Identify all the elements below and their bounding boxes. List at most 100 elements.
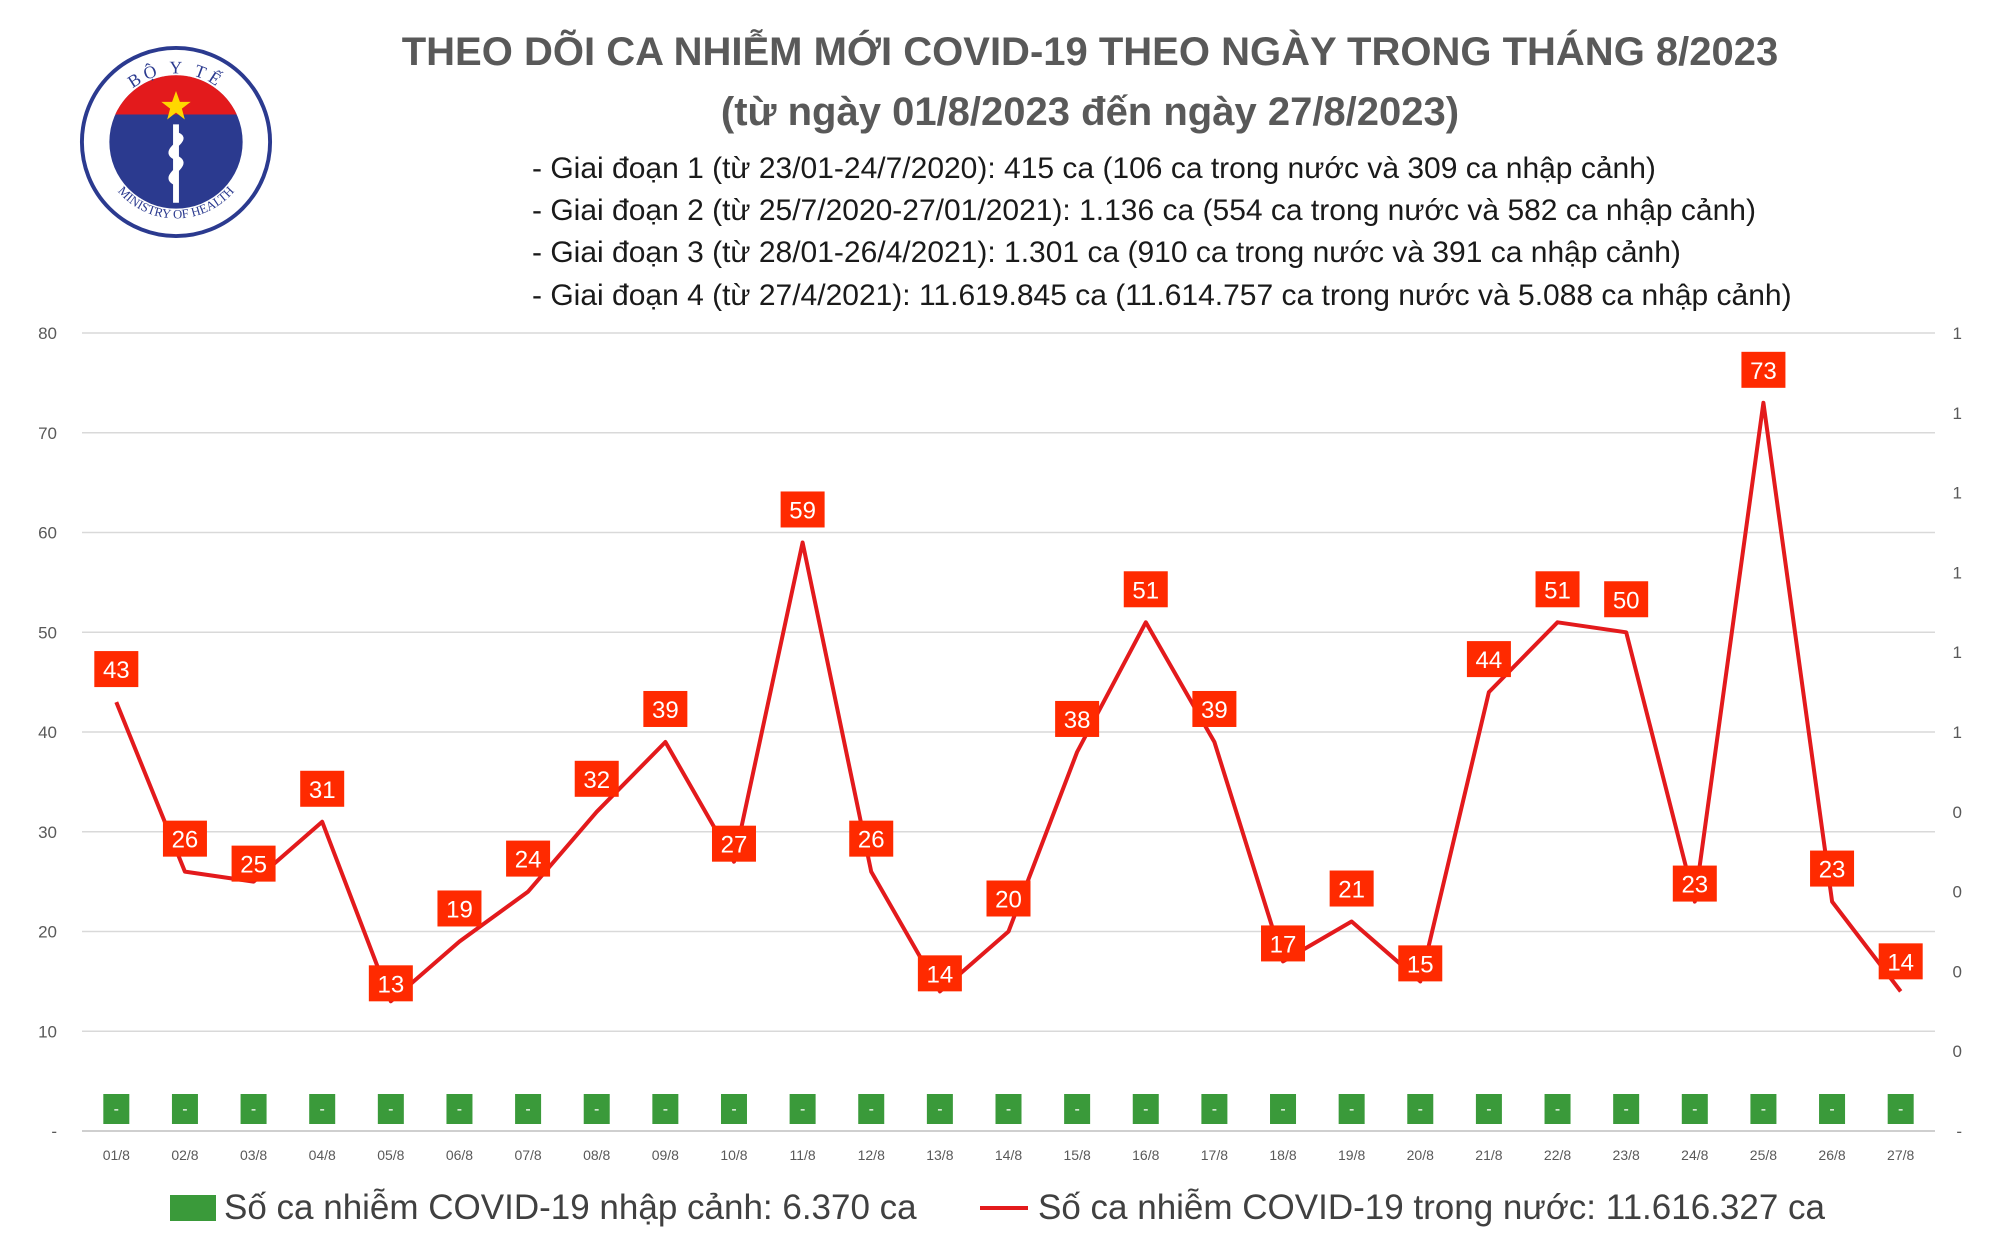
legend-domestic-label: Số ca nhiễm COVID-19 trong nước: 11.616.… <box>1038 1188 1825 1227</box>
bar-imported <box>1064 1094 1091 1124</box>
ministry-of-health-logo: BỘ Y TẾ MINISTRY OF HEALTH <box>79 45 273 239</box>
data-label: 26 <box>172 827 199 854</box>
bar-imported <box>103 1094 130 1124</box>
y2-tick-label: 1 <box>1953 643 1962 662</box>
data-label: 26 <box>858 827 885 854</box>
data-label: 23 <box>1819 857 1846 884</box>
bar-imported <box>1750 1094 1777 1124</box>
data-label: 50 <box>1613 587 1640 614</box>
data-label-box <box>711 825 756 862</box>
data-label-box <box>1466 641 1511 678</box>
data-label-box <box>1535 571 1580 608</box>
x-tick-label: 09/8 <box>652 1147 679 1163</box>
stage-note-1: - Giai đoạn 1 (từ 23/01-24/7/2020): 415 … <box>532 152 1656 185</box>
data-label-box <box>1672 865 1717 902</box>
data-label: 44 <box>1476 647 1503 674</box>
data-label: 43 <box>103 657 130 684</box>
bar-value-label: - <box>457 1101 462 1118</box>
y-tick-label: 60 <box>38 524 57 543</box>
bar-value-label: - <box>1143 1101 1148 1118</box>
y-tick-label: 20 <box>38 923 57 942</box>
data-label: 51 <box>1132 577 1159 604</box>
data-label-box <box>1261 925 1306 962</box>
x-tick-label: 23/8 <box>1613 1147 1640 1163</box>
x-tick-label: 16/8 <box>1132 1147 1159 1163</box>
data-label-box <box>506 840 551 877</box>
data-label: 23 <box>1681 872 1708 899</box>
x-tick-label: 14/8 <box>995 1147 1022 1163</box>
bar-value-label: - <box>1761 1101 1766 1118</box>
legend-imported-label: Số ca nhiễm COVID-19 nhập cảnh: 6.370 ca <box>224 1188 917 1227</box>
bar-imported <box>583 1094 610 1124</box>
data-label: 39 <box>652 697 679 724</box>
data-label-box <box>1741 351 1786 388</box>
x-tick-label: 03/8 <box>240 1147 267 1163</box>
y2-tick-label: 1 <box>1953 484 1962 503</box>
bar-imported <box>1201 1094 1228 1124</box>
bar-imported <box>1613 1094 1640 1124</box>
stage-note-4: - Giai đoạn 4 (từ 27/4/2021): 11.619.845… <box>532 279 1792 312</box>
y2-tick-label: 1 <box>1953 404 1962 423</box>
data-label: 25 <box>240 852 267 879</box>
data-label: 14 <box>927 961 954 988</box>
bar-value-label: - <box>1486 1101 1491 1118</box>
bar-value-label: - <box>1212 1101 1217 1118</box>
y2-tick-label: 1 <box>1953 324 1962 343</box>
data-label-box <box>162 820 207 857</box>
data-label: 27 <box>721 832 748 859</box>
bar-value-label: - <box>663 1101 668 1118</box>
bar-value-label: - <box>320 1101 325 1118</box>
data-label-box <box>94 651 139 688</box>
data-label: 59 <box>789 497 816 524</box>
data-label: 31 <box>309 777 336 804</box>
data-label: 73 <box>1750 358 1777 385</box>
data-label: 20 <box>995 887 1022 914</box>
x-tick-label: 24/8 <box>1681 1147 1708 1163</box>
data-label-box <box>1398 945 1443 982</box>
bar-value-label: - <box>525 1101 530 1118</box>
bar-value-label: - <box>1074 1101 1079 1118</box>
bar-imported <box>171 1094 198 1124</box>
data-label-box <box>780 491 825 528</box>
bar-value-label: - <box>594 1101 599 1118</box>
bar-imported <box>1475 1094 1502 1124</box>
bar-value-label: - <box>1829 1101 1834 1118</box>
x-tick-label: 20/8 <box>1407 1147 1434 1163</box>
x-tick-label: 11/8 <box>790 1147 816 1163</box>
data-label: 15 <box>1407 951 1434 978</box>
data-label: 21 <box>1338 877 1365 904</box>
bar-imported <box>1270 1094 1297 1124</box>
legend-bar-swatch <box>170 1195 216 1221</box>
bar-value-label: - <box>1692 1101 1697 1118</box>
data-label: 38 <box>1064 707 1091 734</box>
data-label-box <box>917 955 962 992</box>
x-tick-label: 21/8 <box>1475 1147 1502 1163</box>
x-tick-label: 19/8 <box>1338 1147 1365 1163</box>
bar-value-label: - <box>114 1101 119 1118</box>
data-label: 24 <box>515 847 542 874</box>
bar-imported <box>1132 1094 1159 1124</box>
bar-value-label: - <box>388 1101 393 1118</box>
data-label: 13 <box>377 971 404 998</box>
data-label-box <box>986 880 1031 917</box>
bar-imported <box>1338 1094 1365 1124</box>
bar-imported <box>1544 1094 1571 1124</box>
bar-value-label: - <box>1624 1101 1629 1118</box>
bar-imported <box>1887 1094 1914 1124</box>
bar-imported <box>720 1094 747 1124</box>
x-tick-label: 17/8 <box>1201 1147 1228 1163</box>
bar-value-label: - <box>869 1101 874 1118</box>
data-label: 51 <box>1544 577 1571 604</box>
y2-tick-label: 1 <box>1953 723 1962 742</box>
x-tick-label: 06/8 <box>446 1147 473 1163</box>
y-tick-label: 40 <box>38 723 57 742</box>
y-tick-label: 70 <box>38 424 57 443</box>
x-tick-label: 13/8 <box>926 1147 953 1163</box>
y-tick-label: 30 <box>38 823 57 842</box>
bar-value-label: - <box>731 1101 736 1118</box>
data-label: 32 <box>583 767 610 794</box>
bar-imported <box>1819 1094 1846 1124</box>
bar-imported <box>858 1094 885 1124</box>
bar-value-label: - <box>1006 1101 1011 1118</box>
